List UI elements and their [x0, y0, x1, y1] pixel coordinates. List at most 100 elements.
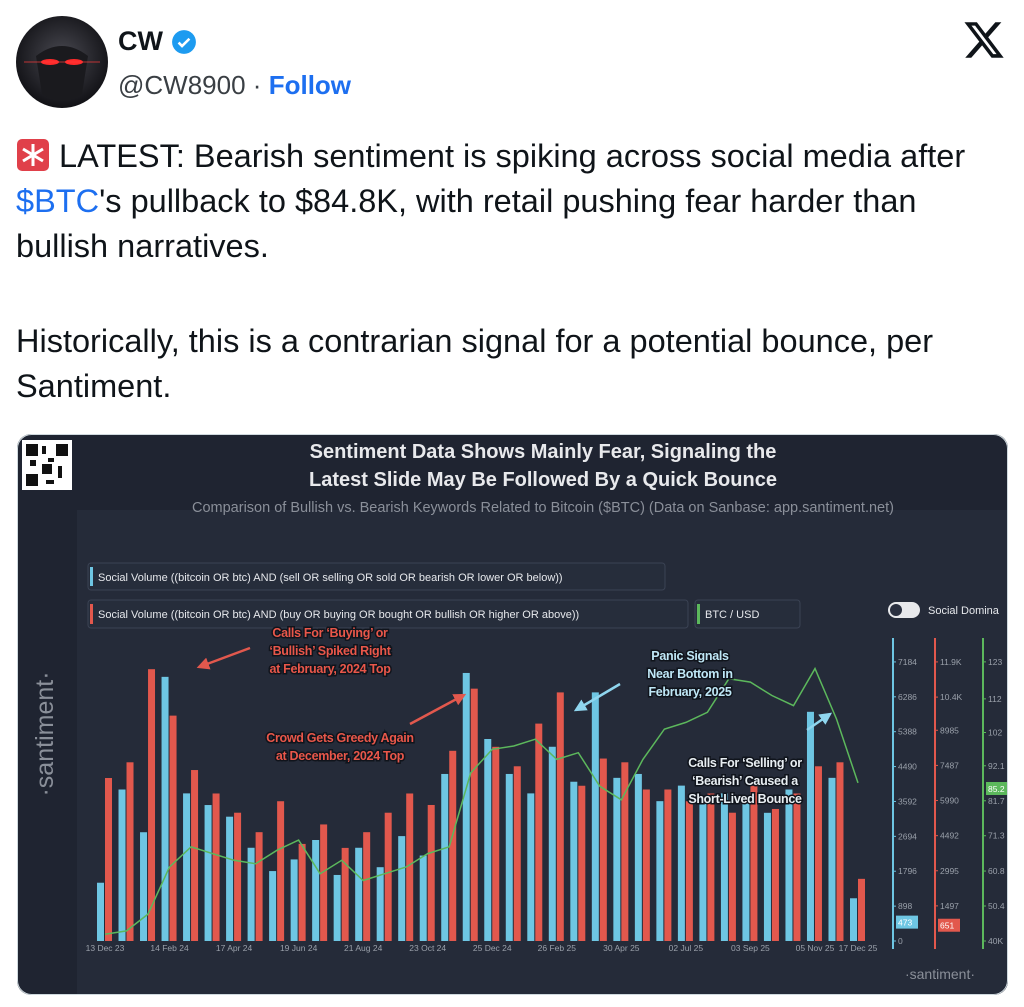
- post-text: LATEST: Bearish sentiment is spiking acr…: [16, 134, 1016, 269]
- current-value-label: 85.2: [988, 784, 1005, 794]
- bar: [384, 812, 392, 941]
- y-tick-label: 1796: [898, 866, 917, 876]
- y-tick-label: 5388: [898, 727, 917, 737]
- bar: [578, 785, 586, 941]
- bar: [814, 766, 822, 941]
- annotation: ‘Bullish’ Spiked Right: [269, 644, 391, 658]
- chart-image[interactable]: Sentiment Data Shows Mainly Fear, Signal…: [17, 434, 1008, 995]
- current-value-marker: [938, 918, 960, 932]
- y-tick-label: 1497: [940, 901, 959, 911]
- bar: [298, 843, 306, 941]
- avatar[interactable]: [16, 16, 108, 108]
- legend-box: [87, 562, 666, 591]
- y-tick-label: 2995: [940, 866, 959, 876]
- y-tick-label: 71.3: [988, 831, 1005, 841]
- bar: [148, 669, 156, 941]
- bar: [806, 711, 814, 941]
- author-name-row: CW: [118, 26, 197, 57]
- bar: [685, 801, 693, 941]
- bar: [677, 785, 685, 941]
- y-tick-label: 102: [988, 727, 1002, 737]
- text: LATEST: Bearish sentiment is spiking acr…: [59, 138, 966, 174]
- follow-button[interactable]: Follow: [268, 70, 352, 100]
- x-tick-label: 14 Feb 24: [150, 943, 189, 953]
- annotation: Calls For ‘Selling’ or: [688, 756, 802, 770]
- watermark: ·santiment·: [31, 671, 59, 796]
- author-name[interactable]: CW: [118, 26, 163, 56]
- bar: [277, 801, 285, 941]
- legend-label: Social Volume ((bitcoin OR btc) AND (buy…: [98, 609, 579, 621]
- bar: [212, 793, 220, 941]
- legend-swatch: [90, 604, 93, 624]
- x-logo[interactable]: [962, 20, 1006, 60]
- x-tick-label: 03 Sep 25: [731, 943, 770, 953]
- bar: [355, 847, 363, 941]
- image-border: [17, 434, 1008, 995]
- bar: [763, 812, 771, 941]
- bar: [599, 758, 607, 941]
- bar: [226, 816, 234, 941]
- separator: ·: [252, 70, 262, 100]
- y-tick-label: 123: [988, 657, 1002, 667]
- watermark: ·santiment·: [905, 966, 975, 982]
- x-tick-label: 21 Aug 24: [344, 943, 383, 953]
- bar: [470, 688, 478, 941]
- bar: [850, 898, 857, 941]
- bar: [105, 778, 112, 941]
- legend-box: [87, 599, 689, 629]
- bar: [312, 840, 320, 941]
- bar: [484, 739, 492, 941]
- x-tick-label: 17 Dec 25: [839, 943, 878, 953]
- y-tick-label: 6286: [898, 692, 917, 702]
- bar: [398, 836, 406, 941]
- bar: [742, 801, 750, 941]
- bar: [118, 789, 126, 941]
- y-tick-label: 10.4K: [940, 692, 963, 702]
- legend-swatch: [90, 567, 93, 586]
- bar: [656, 801, 664, 941]
- bar: [126, 762, 134, 941]
- annotation: at December, 2024 Top: [276, 749, 405, 763]
- bar: [828, 777, 836, 941]
- y-tick-label: 2694: [898, 831, 917, 841]
- bar: [376, 867, 384, 941]
- bar: [191, 770, 199, 941]
- bar: [140, 832, 148, 941]
- bar: [234, 812, 242, 941]
- bar: [341, 847, 349, 941]
- annotation: February, 2025: [648, 685, 731, 699]
- bar: [664, 789, 672, 941]
- bar: [707, 793, 715, 941]
- bar: [204, 805, 212, 941]
- y-tick-label: 5990: [940, 796, 959, 806]
- y-tick-label: 81.7: [988, 796, 1005, 806]
- x-tick-label: 13 Dec 23: [86, 943, 125, 953]
- y-tick-label: 92.1: [988, 761, 1005, 771]
- text: Historically, this is a contrarian signa…: [16, 323, 934, 404]
- bar: [591, 692, 599, 941]
- annotation: Short-Lived Bounce: [688, 792, 802, 806]
- current-value-marker: [896, 915, 918, 929]
- x-tick-label: 05 Nov 25: [796, 943, 835, 953]
- bar: [419, 855, 427, 941]
- bar: [97, 882, 104, 941]
- bar: [836, 762, 844, 941]
- bar: [771, 808, 779, 941]
- x-tick-label: 30 Apr 25: [603, 943, 640, 953]
- handle-row: @CW8900 · Follow: [118, 70, 351, 101]
- verified-badge: [172, 29, 196, 54]
- x-tick-label: 02 Jul 25: [669, 943, 704, 953]
- legend-label: Social Volume ((bitcoin OR btc) AND (sel…: [98, 572, 563, 584]
- author-handle[interactable]: @CW8900: [118, 70, 246, 100]
- bar: [728, 812, 736, 941]
- bar: [556, 692, 564, 941]
- bar: [255, 832, 263, 941]
- bar: [333, 874, 341, 941]
- current-value-label: 651: [940, 921, 954, 931]
- chart-title: Latest Slide May Be Followed By a Quick …: [309, 469, 777, 491]
- bar: [269, 871, 277, 941]
- cashtag-link[interactable]: $BTC: [16, 183, 100, 219]
- annotation: Near Bottom in: [647, 667, 732, 681]
- siren-emoji: [17, 139, 49, 171]
